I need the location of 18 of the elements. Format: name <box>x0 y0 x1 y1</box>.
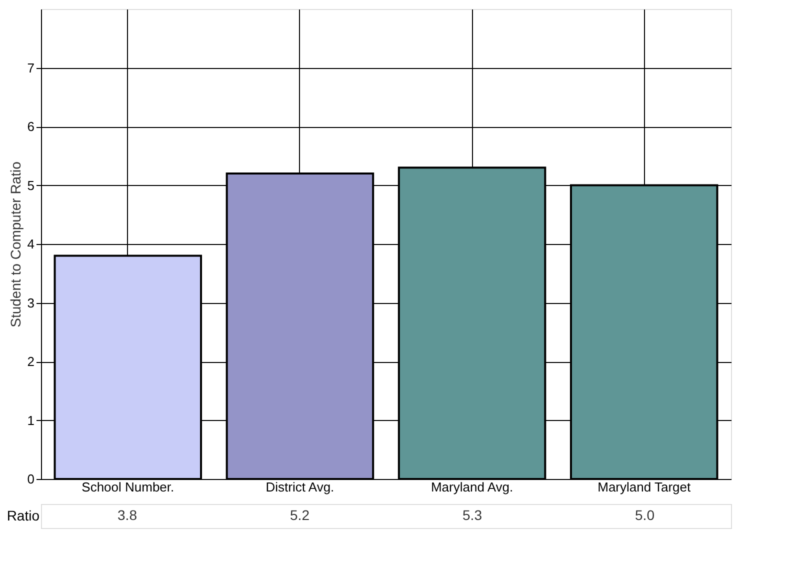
data-label: 3.8 <box>118 507 138 523</box>
data-label: 5.2 <box>290 507 310 523</box>
y-tick-label: 7 <box>27 60 34 76</box>
y-axis-title: Student to Computer Ratio <box>7 161 24 328</box>
x-tick-label: Maryland Target <box>598 480 691 494</box>
x-tick-label: District Avg. <box>266 480 334 494</box>
text: Ratio <box>6 508 40 524</box>
y-tick-label: 1 <box>27 412 34 428</box>
y-tick-label: 2 <box>27 354 34 369</box>
y-tick-label: 3 <box>27 295 34 310</box>
y-tick-label: 0 <box>27 472 34 486</box>
y-tick-label: 5 <box>27 178 34 193</box>
data-label: 5.3 <box>462 507 482 523</box>
x-tick-label: School Number. <box>82 480 174 494</box>
y-tick-label: 4 <box>27 236 34 252</box>
y-tick-label: 6 <box>27 119 34 134</box>
x-tick-label: Maryland Avg. <box>430 480 514 494</box>
data-label: 5.0 <box>635 507 655 523</box>
